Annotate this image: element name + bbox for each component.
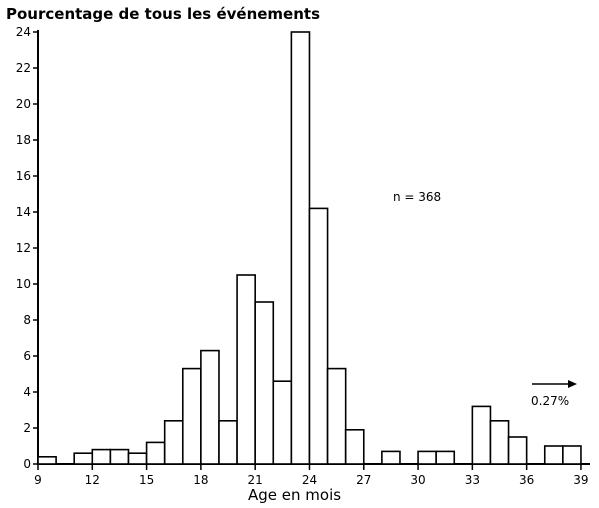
histogram-bar [254, 301, 275, 465]
x-tick-label: 18 [193, 473, 208, 487]
histogram-bar [91, 448, 112, 465]
y-tick-label: 18 [16, 133, 31, 147]
histogram-bar [290, 31, 311, 465]
histogram-bar [163, 419, 184, 465]
histogram-bar [543, 445, 564, 465]
histogram-bar [344, 428, 365, 465]
y-tick-label: 16 [16, 169, 31, 183]
histogram-bar [127, 452, 148, 465]
x-tick-label: 30 [410, 473, 425, 487]
x-tick-label: 15 [139, 473, 154, 487]
sample-size-annotation: n = 368 [393, 190, 441, 204]
histogram-bar [489, 419, 510, 465]
histogram-bar [435, 450, 456, 465]
y-tick-label: 0 [23, 457, 31, 471]
y-tick-label: 10 [16, 277, 31, 291]
x-tick-label: 33 [465, 473, 480, 487]
histogram-bar [381, 450, 401, 465]
y-tick-label: 12 [16, 241, 31, 255]
histogram-bar [471, 405, 492, 465]
bars [37, 31, 582, 465]
histogram-bar [218, 419, 238, 465]
y-tick-label: 24 [16, 25, 31, 39]
x-axis: 9 12 15 18 21 24 27 30 33 36 39 [34, 463, 590, 487]
x-tick-label: 12 [85, 473, 100, 487]
y-tick-label: 4 [23, 385, 31, 399]
histogram-bar [109, 448, 130, 465]
histogram-bar [145, 441, 166, 465]
x-tick-label: 21 [248, 473, 263, 487]
x-tick-label: 27 [356, 473, 371, 487]
x-tick-label: 39 [573, 473, 588, 487]
histogram-bar [562, 445, 582, 465]
histogram-bar [326, 367, 347, 465]
histogram-bar [73, 452, 94, 465]
y-tick-label: 2 [23, 421, 31, 435]
histogram-bar [37, 455, 57, 465]
chart-title: Pourcentage de tous les événements [6, 5, 320, 23]
histogram-bar [507, 436, 528, 465]
histogram-bar [417, 450, 437, 465]
y-tick-label: 22 [16, 61, 31, 75]
overflow-arrow-icon [532, 380, 577, 388]
y-tick-label: 20 [16, 97, 31, 111]
histogram-bar [181, 367, 202, 465]
x-tick-label: 24 [302, 473, 317, 487]
y-tick-label: 14 [16, 205, 31, 219]
x-tick-label: 9 [34, 473, 42, 487]
x-axis-label: Age en mois [248, 486, 341, 504]
y-tick-label: 8 [23, 313, 31, 327]
overflow-annotation: 0.27% [531, 394, 569, 408]
x-tick-label: 36 [519, 473, 534, 487]
histogram-bar [272, 380, 293, 465]
histogram-bar [200, 349, 220, 465]
y-tick-label: 6 [23, 349, 31, 363]
histogram-bar [236, 274, 256, 465]
histogram-bar [308, 207, 329, 465]
